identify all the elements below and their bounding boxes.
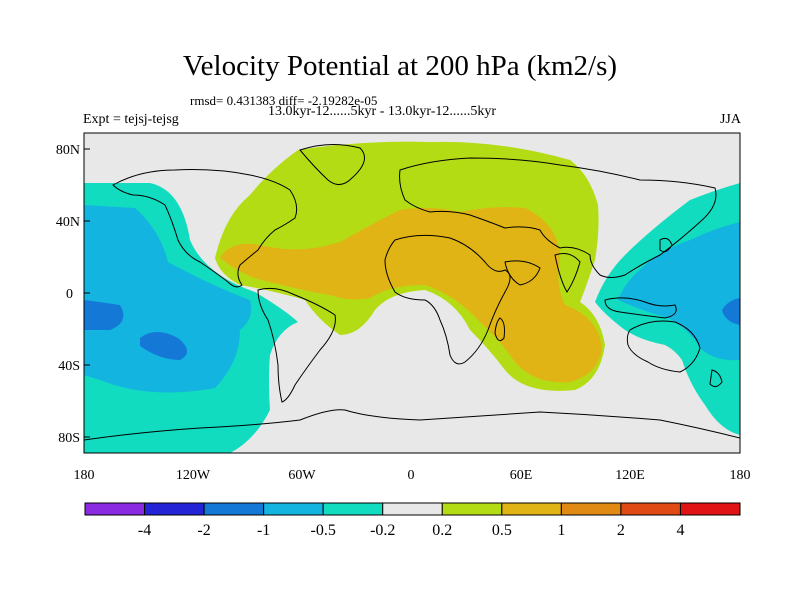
coast-africa — [384, 234, 511, 365]
coast-antarctica — [84, 409, 740, 441]
colorbar-swatch — [441, 502, 503, 516]
coast-north-america — [112, 169, 298, 288]
lon-label: 0 — [408, 468, 415, 483]
colorbar-swatch — [382, 502, 443, 516]
colorbar-label: -4 — [138, 522, 151, 539]
lon-label: 120W — [176, 468, 211, 483]
lon-label: 60E — [510, 468, 533, 483]
colorbar-swatch — [620, 502, 681, 516]
colorbar-label: 4 — [676, 522, 684, 539]
period-label: 13.0kyr-12......5kyr - 13.0kyr-12......5… — [268, 104, 497, 119]
coast-arabia — [504, 260, 541, 286]
lat-label: 80S — [58, 431, 80, 446]
coast-japan — [659, 237, 673, 253]
longitude-axis: 180 120W 60W 0 60E 120E 180 — [74, 468, 751, 483]
coast-eurasia — [399, 157, 717, 278]
colorbar-swatch — [322, 502, 384, 516]
colorbar-label: -2 — [197, 522, 210, 539]
lat-label: 40S — [58, 359, 80, 374]
stats-line: rmsd= 0.431383 diff= -2.19282e-05 — [190, 93, 378, 108]
colorbar-swatch — [263, 502, 324, 516]
experiment-label: Expt = tejsj-tejsg — [83, 112, 179, 127]
lon-label: 60W — [288, 468, 316, 483]
contour-pacific-east-cyan — [84, 205, 252, 393]
colorbar-label: -0.2 — [370, 522, 395, 539]
colorbar-label: 0.2 — [432, 522, 452, 539]
coast-south-america — [257, 287, 336, 403]
lon-label: 180 — [730, 468, 751, 483]
contour-pacific-east-blue2 — [140, 332, 188, 360]
colorbar-swatch — [560, 502, 622, 516]
coast-new-zealand — [709, 369, 723, 388]
map-fill — [84, 133, 740, 453]
coastlines — [84, 144, 740, 441]
colorbar-swatch — [679, 502, 741, 516]
plot-title: Velocity Potential at 200 hPa (km2/s) — [182, 50, 618, 82]
coast-indonesia — [604, 297, 677, 319]
colorbar-label: -1 — [257, 522, 270, 539]
lat-label: 0 — [66, 287, 73, 302]
coast-greenland — [299, 144, 365, 185]
colorbar-swatch — [501, 502, 562, 516]
contour-pacific-west-blue — [722, 298, 740, 325]
contour-positive-orange — [220, 207, 602, 383]
colorbar-swatch — [144, 502, 205, 516]
colorbar-label: 0.5 — [492, 522, 512, 539]
season-label: JJA — [719, 112, 741, 127]
colorbar-label: 1 — [557, 522, 565, 539]
coast-madagascar — [494, 317, 505, 342]
lat-label: 80N — [56, 143, 80, 158]
contour-pacific-east-blue — [84, 300, 124, 330]
colorbar-label: -0.5 — [311, 522, 336, 539]
latitude-axis: 80N 40N 0 40S 80S — [56, 143, 90, 446]
coast-india — [554, 253, 581, 293]
coast-australia — [626, 320, 701, 373]
colorbar-swatch — [84, 502, 146, 516]
contour-pacific-west-cyan — [618, 222, 740, 361]
lat-label: 40N — [56, 215, 80, 230]
colorbar-labels: -4 -2 -1 -0.5 -0.2 0.2 0.5 1 2 4 — [138, 522, 685, 539]
colorbar-swatch — [203, 502, 265, 516]
colorbar — [84, 502, 741, 516]
colorbar-label: 2 — [617, 522, 625, 539]
lon-label: 180 — [74, 468, 95, 483]
lon-label: 120E — [615, 468, 645, 483]
